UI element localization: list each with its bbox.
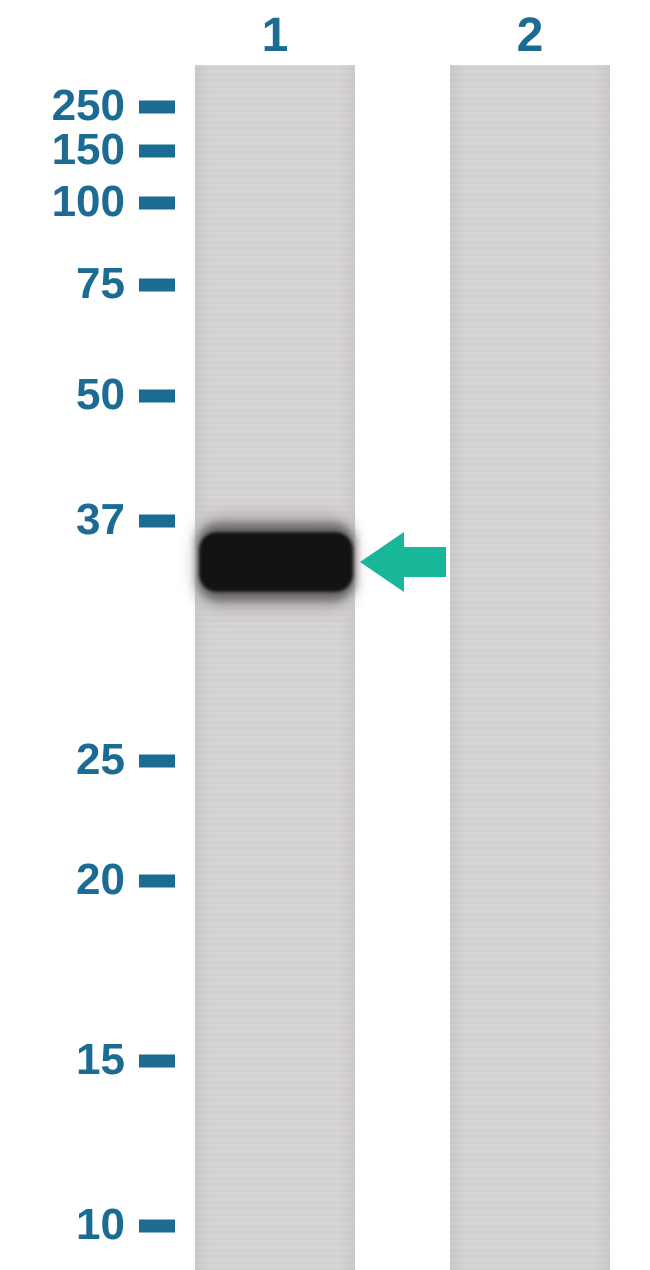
lane-1	[195, 65, 355, 1270]
mw-marker-150: 150	[0, 150, 175, 151]
mw-tick-25	[139, 754, 175, 767]
mw-label-250: 250	[52, 81, 125, 131]
mw-label-10: 10	[76, 1200, 125, 1250]
mw-marker-250: 250	[0, 106, 175, 107]
mw-label-15: 15	[76, 1035, 125, 1085]
mw-tick-75	[139, 278, 175, 291]
mw-marker-10: 10	[0, 1225, 175, 1226]
lane-2-texture	[450, 65, 610, 1270]
mw-label-75: 75	[76, 259, 125, 309]
lane-2-header: 2	[450, 8, 610, 63]
mw-marker-75: 75	[0, 284, 175, 285]
target-band-arrow	[360, 532, 446, 592]
mw-label-50: 50	[76, 370, 125, 420]
arrow-head-icon	[360, 532, 404, 592]
mw-tick-37	[139, 514, 175, 527]
mw-marker-100: 100	[0, 202, 175, 203]
mw-label-20: 20	[76, 855, 125, 905]
mw-marker-25: 25	[0, 760, 175, 761]
arrow-shaft	[404, 547, 446, 577]
lane-1-header: 1	[195, 8, 355, 63]
mw-tick-100	[139, 196, 175, 209]
mw-marker-20: 20	[0, 880, 175, 881]
mw-tick-150	[139, 144, 175, 157]
mw-label-150: 150	[52, 125, 125, 175]
lane-1-texture	[195, 65, 355, 1270]
mw-marker-15: 15	[0, 1060, 175, 1061]
band-1-core	[199, 532, 353, 592]
mw-marker-37: 37	[0, 520, 175, 521]
mw-marker-50: 50	[0, 395, 175, 396]
mw-label-37: 37	[76, 495, 125, 545]
lane-2	[450, 65, 610, 1270]
mw-tick-50	[139, 389, 175, 402]
mw-tick-20	[139, 874, 175, 887]
mw-tick-250	[139, 100, 175, 113]
mw-label-100: 100	[52, 177, 125, 227]
western-blot-figure: 1225015010075503725201510	[0, 0, 650, 1270]
mw-label-25: 25	[76, 735, 125, 785]
mw-tick-10	[139, 1219, 175, 1232]
mw-tick-15	[139, 1054, 175, 1067]
